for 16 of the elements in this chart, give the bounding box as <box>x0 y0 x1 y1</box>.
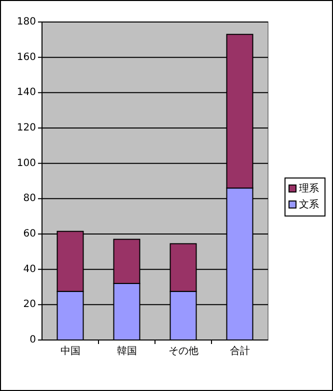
y-tick-label: 140 <box>16 87 36 98</box>
x-tick-label: 合計 <box>230 345 250 357</box>
legend-label: 文系 <box>299 198 319 210</box>
y-tick-label: 20 <box>23 299 36 310</box>
x-tick-label: 中国 <box>60 345 80 357</box>
y-tick-label: 120 <box>16 122 36 134</box>
x-tick-label: 韓国 <box>116 345 137 357</box>
x-tick-label: その他 <box>168 345 198 357</box>
y-tick-label: 40 <box>23 264 36 275</box>
y-tick-label: 60 <box>23 228 36 240</box>
y-tick-label: 80 <box>23 193 36 204</box>
y-tick-label: 160 <box>16 52 36 63</box>
y-tick-label: 180 <box>16 16 36 28</box>
legend-label: 理系 <box>299 182 319 194</box>
y-tick-label: 0 <box>30 334 36 346</box>
y-tick-label: 100 <box>16 158 36 169</box>
